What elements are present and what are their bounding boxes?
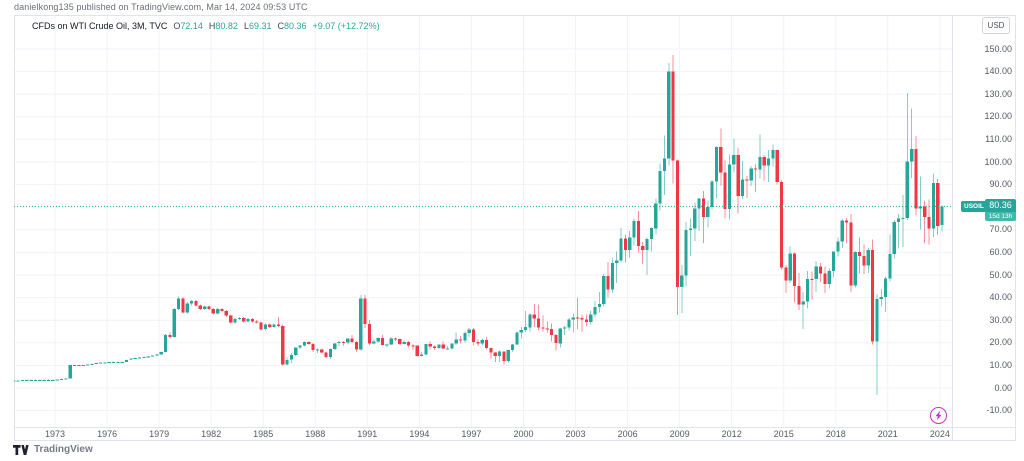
price-tick-label: 70.00 — [989, 224, 1012, 235]
last-price-value: 80.36 — [985, 199, 1016, 213]
price-tick-label: 10.00 — [989, 359, 1012, 370]
price-tick-label: 110.00 — [985, 133, 1012, 144]
price-tick-label: 40.00 — [989, 292, 1012, 303]
time-tick-label: 1973 — [44, 429, 66, 439]
time-tick-label: 2012 — [721, 429, 742, 439]
price-tick-label: 90.00 — [989, 179, 1012, 190]
time-tick-label: 1988 — [305, 429, 326, 439]
time-tick-label: 2024 — [929, 429, 950, 439]
time-tick-label: 1982 — [201, 429, 222, 439]
time-tick-label: 1979 — [149, 429, 170, 439]
change-value: +9.07 (+12.72%) — [312, 21, 380, 31]
ohlc-close: C80.36 — [277, 21, 307, 31]
price-tick-label: 60.00 — [989, 246, 1012, 257]
price-tick-label: 100.00 — [984, 156, 1012, 167]
time-tick-label: 1991 — [357, 429, 378, 439]
time-tick-label: 2021 — [877, 429, 898, 439]
time-tick-label: 1976 — [97, 429, 118, 439]
time-tick-label: 2000 — [513, 429, 534, 439]
symbol-tag: USOIL — [961, 200, 987, 212]
ohlc-low: L69.31 — [243, 21, 272, 31]
price-tick-label: 0.00 — [994, 382, 1012, 393]
time-tick-label: 2003 — [565, 429, 586, 439]
tradingview-logo-text[interactable]: TradingView — [34, 444, 93, 455]
lightning-icon — [935, 410, 942, 421]
time-tick-label: 1997 — [461, 429, 482, 439]
price-tick-label: 50.00 — [989, 269, 1012, 280]
bar-countdown: 15d 13h — [985, 212, 1016, 222]
chart-legend: CFDs on WTI Crude Oil, 3M, TVC O72.14 H8… — [32, 21, 380, 31]
price-tick-label: 30.00 — [989, 314, 1012, 325]
time-tick-label: 1994 — [409, 429, 430, 439]
time-tick-label: 2006 — [617, 429, 638, 439]
footer: TradingView — [13, 444, 93, 455]
time-tick-label: 1985 — [253, 429, 274, 439]
price-tick-label: 150.00 — [984, 43, 1012, 54]
last-price-label: 80.36 15d 13h — [985, 199, 1016, 222]
symbol-title: CFDs on WTI Crude Oil, 3M, TVC — [32, 21, 168, 31]
tradingview-logo-icon[interactable] — [13, 444, 29, 455]
time-tick-label: 2015 — [773, 429, 794, 439]
price-tick-label: 140.00 — [984, 66, 1012, 77]
price-tick-label: 130.00 — [984, 88, 1012, 99]
price-tick-label: -10.00 — [986, 405, 1012, 416]
currency-button[interactable]: USD — [982, 17, 1010, 34]
publication-marker[interactable] — [930, 407, 947, 424]
publish-info: danielkong135 published on TradingView.c… — [14, 2, 308, 12]
ohlc-high: H80.82 — [208, 21, 238, 31]
ohlc-open: O72.14 — [173, 21, 203, 31]
price-tick-label: 20.00 — [989, 337, 1012, 348]
time-tick-label: 2018 — [825, 429, 846, 439]
price-tick-label: 120.00 — [984, 111, 1012, 122]
time-tick-label: 2009 — [669, 429, 690, 439]
